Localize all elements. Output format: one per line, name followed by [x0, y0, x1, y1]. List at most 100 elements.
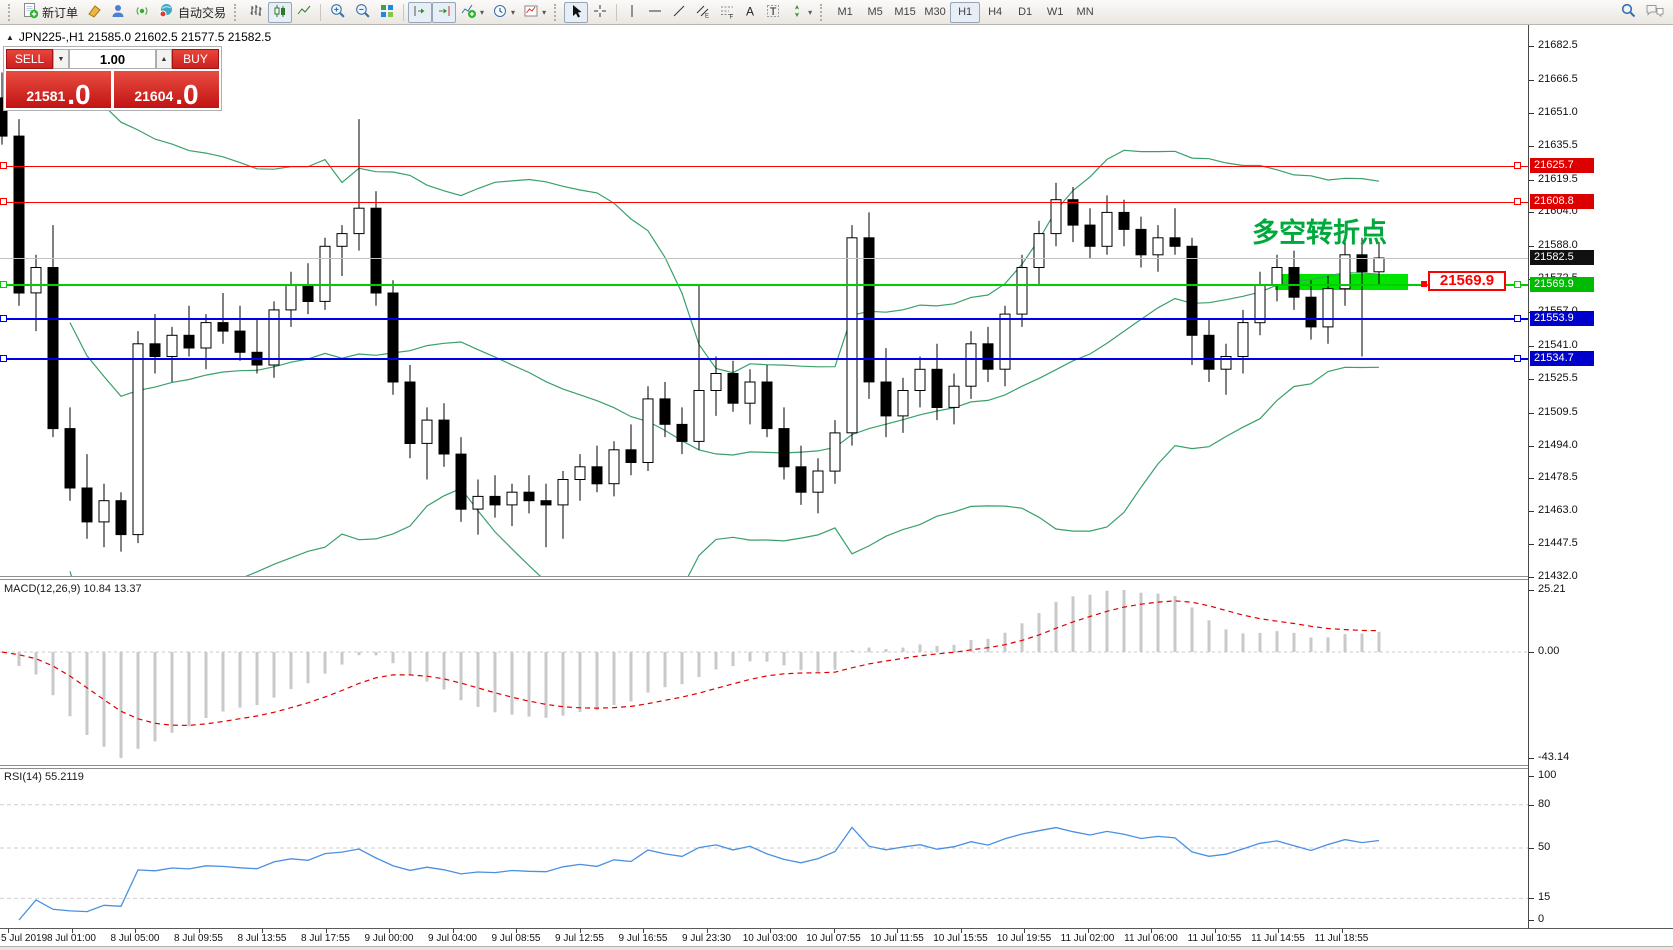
pane-separator[interactable] [0, 765, 1673, 769]
horizontal-line-icon [647, 3, 663, 22]
time-label: 9 Jul 08:55 [491, 933, 541, 944]
axis-label: 21588.0 [1538, 239, 1578, 252]
time-axis[interactable]: 5 Jul 2019 8 Jul 01:00 8 Jul 05:00 8 Jul 09… [0, 928, 1673, 947]
time-label: 10 Jul 07:55 [806, 933, 861, 944]
vertical-line-tool[interactable] [621, 2, 643, 23]
price-chart-canvas[interactable] [0, 25, 1528, 578]
channel-tool[interactable]: E [691, 2, 715, 23]
price-axis[interactable]: 21682.5 21666.5 21651.0 21635.5 21619.5 21604… [1528, 25, 1673, 928]
timeframe-h1[interactable]: H1 [950, 1, 981, 23]
svg-text:E: E [705, 13, 709, 19]
axis-tick [1529, 378, 1534, 380]
collapse-arrow-icon[interactable]: ▲ [6, 32, 14, 42]
price-chart-pane[interactable] [0, 25, 1528, 578]
chart-annotation-text[interactable]: 多空转折点 [1252, 218, 1387, 248]
timeframe-h4[interactable]: H4 [980, 2, 1010, 23]
buy-button[interactable]: BUY [172, 49, 219, 69]
toolbar: 新订单 自动交易 ▾ ▾ ▾ E F A T ▾ M [0, 0, 1673, 25]
pane-separator[interactable] [0, 576, 1673, 580]
macd-canvas[interactable] [0, 580, 1528, 764]
time-label: 10 Jul 15:55 [933, 933, 988, 944]
candlestick-chart-button[interactable] [268, 1, 293, 23]
axis-tick [1529, 511, 1534, 513]
market-watch-button[interactable] [82, 2, 106, 23]
search-button[interactable] [1616, 2, 1641, 23]
timeframe-mn[interactable]: MN [1070, 2, 1100, 23]
timeframe-w1[interactable]: W1 [1040, 2, 1070, 23]
time-tick [1278, 929, 1279, 933]
cursor-button[interactable] [564, 1, 589, 23]
time-tick [1024, 929, 1025, 933]
toolbar-separator [616, 3, 618, 21]
indicators-button[interactable]: ▾ [456, 2, 488, 23]
time-label: 11 Jul 14:55 [1251, 933, 1305, 944]
fibonacci-tool[interactable]: F [715, 2, 739, 23]
volume-up-button[interactable]: ▲ [156, 49, 172, 69]
time-tick [262, 929, 263, 933]
periods-button[interactable]: ▾ [488, 2, 519, 23]
symbol-ohlc-text: JPN225-,H1 21585.0 21602.5 21577.5 21582… [18, 30, 272, 44]
new-order-button[interactable]: 新订单 [18, 2, 82, 23]
callout-anchor[interactable] [1421, 281, 1427, 287]
axis-tick [1529, 345, 1534, 347]
horizontal-line-tool[interactable] [643, 2, 667, 23]
buy-price-display[interactable]: 21604 .0 [114, 71, 219, 109]
time-tick [516, 929, 517, 933]
trendline-tool[interactable] [667, 2, 691, 23]
timeframe-m15[interactable]: M15 [890, 2, 920, 23]
chat-button[interactable] [1641, 2, 1669, 23]
rsi-pane[interactable] [0, 769, 1528, 928]
volume-down-button[interactable]: ▼ [53, 49, 69, 69]
price-callout-label[interactable]: 21569.9 [1428, 271, 1506, 291]
zoom-in-icon [329, 2, 346, 22]
arrows-icon [789, 3, 805, 22]
rsi-canvas[interactable] [0, 769, 1528, 928]
time-tick [198, 929, 200, 933]
axis-tick [1529, 412, 1534, 414]
new-order-label: 新订单 [42, 5, 79, 20]
time-label: 11 Jul 06:00 [1124, 933, 1178, 944]
timeframe-m30[interactable]: M30 [920, 2, 950, 23]
text-tool[interactable]: A [739, 2, 761, 23]
arrows-tool[interactable]: ▾ [785, 2, 816, 23]
zoom-out-button[interactable] [350, 2, 375, 23]
timeframe-d1[interactable]: D1 [1010, 2, 1040, 23]
volume-input[interactable] [69, 49, 156, 69]
signals-button[interactable] [130, 2, 154, 23]
chart-shift-button[interactable] [432, 1, 457, 23]
user-icon [110, 3, 126, 22]
axis-tick [1529, 590, 1534, 591]
axis-label: 21635.5 [1538, 138, 1578, 151]
bar-chart-icon [248, 3, 264, 22]
toolbar-gripper [234, 3, 240, 21]
auto-scroll-button[interactable] [408, 1, 433, 23]
crosshair-button[interactable] [588, 2, 612, 23]
tile-windows-button[interactable] [375, 2, 399, 23]
timeframe-m5[interactable]: M5 [860, 2, 890, 23]
templates-button[interactable]: ▾ [519, 2, 550, 23]
autotrading-button[interactable]: 自动交易 [154, 2, 230, 23]
time-tick [452, 929, 454, 933]
label-tool[interactable]: T [761, 2, 785, 23]
axis-tick [1529, 804, 1534, 806]
time-label: 10 Jul 11:55 [870, 933, 924, 944]
chevron-down-icon: ▾ [511, 7, 516, 17]
data-window-button[interactable] [106, 2, 130, 23]
axis-label: 21447.5 [1538, 537, 1578, 550]
sell-button[interactable]: SELL [6, 49, 53, 69]
sell-price-display[interactable]: 21581 .0 [6, 71, 111, 109]
axis-label: 50 [1538, 841, 1551, 853]
zoom-in-button[interactable] [325, 2, 350, 23]
time-tick [1341, 929, 1343, 933]
timeframe-group: M1 M5 M15 M30 H1 H4 D1 W1 MN [830, 1, 1100, 23]
bar-chart-button[interactable] [244, 2, 268, 23]
time-label: 9 Jul 23:30 [682, 933, 731, 944]
timeframe-m1[interactable]: M1 [830, 2, 860, 23]
axis-label: 21525.5 [1538, 371, 1578, 384]
one-click-trading-panel: SELL ▼ ▲ BUY 21581 .0 21604 .0 [3, 46, 222, 111]
axis-tick [1529, 478, 1534, 480]
macd-pane[interactable] [0, 580, 1528, 764]
axis-label: 21509.5 [1538, 405, 1578, 418]
line-chart-button[interactable] [292, 2, 316, 23]
